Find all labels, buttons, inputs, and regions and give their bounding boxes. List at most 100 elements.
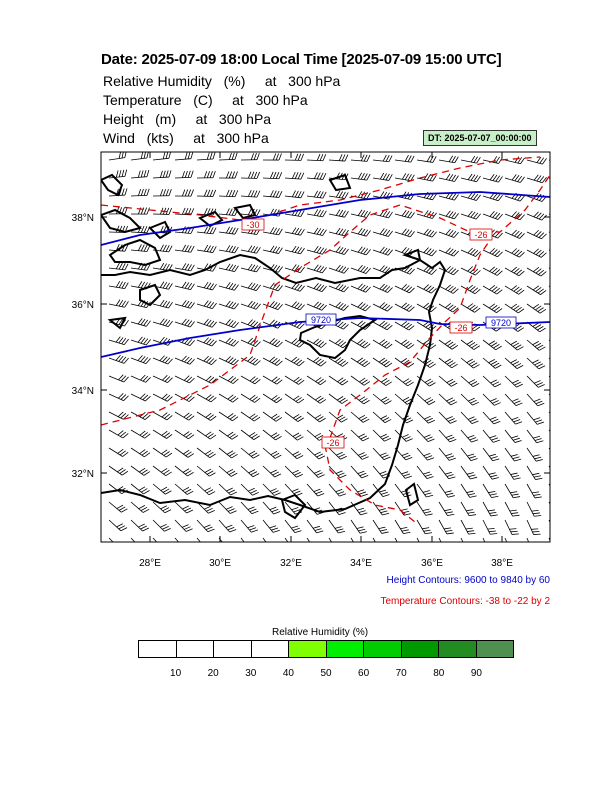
wind-barb — [504, 266, 525, 277]
wind-barb — [130, 169, 150, 179]
wind-barb — [130, 152, 149, 161]
wind-barb — [350, 357, 371, 368]
wind-barb — [394, 302, 415, 312]
wind-barb — [196, 171, 216, 179]
colorbar-cell — [326, 641, 364, 657]
wind-barb — [548, 411, 550, 414]
wind-barb — [196, 318, 217, 328]
wind-barb — [240, 189, 261, 198]
wind-barb — [526, 211, 547, 221]
wind-barb — [108, 299, 129, 308]
wind-barb — [328, 411, 348, 423]
temperature-contours — [101, 156, 550, 523]
wind-barb — [196, 519, 215, 533]
wind-barb — [526, 519, 541, 535]
wind-barb — [350, 501, 368, 516]
wind-barb — [306, 227, 327, 236]
wind-barb — [152, 519, 171, 532]
wind-barb — [218, 411, 239, 422]
wind-barb — [174, 429, 195, 440]
wind-barb — [350, 283, 371, 293]
colorbar-cell — [139, 641, 177, 657]
wind-barb — [460, 483, 477, 498]
wind-barb — [328, 190, 349, 199]
wind-barb — [218, 319, 239, 328]
wind-barb — [526, 483, 542, 499]
wind-barb — [262, 171, 283, 180]
wind-barb — [240, 429, 260, 440]
wind-barb — [262, 356, 283, 366]
wind-barb — [284, 153, 305, 161]
wind-barb — [306, 301, 327, 311]
wind-barb — [108, 429, 129, 439]
wind-barb — [152, 375, 173, 383]
lon-label-30: 30°E — [209, 558, 231, 569]
wind-barb — [416, 429, 435, 443]
wind-barb — [328, 465, 347, 479]
wind-barb — [174, 318, 195, 328]
wind-barb — [372, 447, 391, 461]
wind-barb — [218, 519, 237, 533]
wind-barb — [460, 429, 479, 443]
wind-barb — [130, 483, 150, 495]
wind-barb — [174, 300, 195, 309]
wind-barb — [394, 519, 411, 535]
wind-barb — [482, 339, 502, 351]
wind-barb — [350, 339, 371, 349]
wind-barb — [152, 393, 173, 402]
wind-barb — [218, 429, 239, 440]
wind-barb — [152, 318, 173, 328]
wind-barb — [262, 537, 267, 542]
wind-barb — [504, 357, 524, 369]
colorbar-label: 60 — [358, 668, 370, 679]
wind-barb — [306, 264, 327, 274]
temperature-contour-note: Temperature Contours: -38 to -22 by 2 — [380, 596, 550, 607]
wind-barb — [372, 393, 392, 405]
wind-barb — [482, 447, 500, 462]
wind-barb — [438, 393, 458, 406]
wind-barb — [438, 429, 457, 443]
wind-barb — [372, 519, 389, 534]
wind-barb — [174, 483, 194, 495]
wind-barb — [372, 154, 393, 163]
wind-barb — [416, 339, 437, 350]
wind-barb — [306, 153, 327, 162]
wind-barb — [526, 229, 547, 240]
wind-barb — [504, 465, 521, 480]
wind-barb — [372, 537, 376, 542]
wind-barb — [284, 537, 289, 542]
wind-barb — [350, 172, 371, 181]
wind-barb — [328, 227, 349, 237]
wind-barb — [548, 375, 550, 378]
wind-barb — [416, 302, 437, 313]
wind-barb — [284, 447, 304, 460]
wind-barb — [416, 375, 436, 387]
wind-barb — [526, 393, 545, 407]
wind-barb — [482, 284, 503, 295]
lon-label-28: 28°E — [139, 558, 161, 569]
wind-barb — [284, 465, 303, 478]
wind-barb — [262, 338, 283, 348]
wind-barb — [504, 501, 520, 517]
wind-barb — [240, 519, 259, 533]
temp-label-1: -30 — [246, 220, 259, 230]
dt-badge: DT: 2025-07-07_00:00:00 — [423, 130, 537, 146]
wind-barb — [240, 411, 261, 422]
wind-barb — [416, 173, 437, 182]
wind-barb — [240, 319, 261, 329]
colorbar-cell — [401, 641, 439, 657]
wind-barb — [218, 393, 239, 403]
wind-barb — [460, 284, 481, 295]
wind-barb — [548, 501, 550, 506]
wind-barb — [306, 411, 326, 423]
wind-barb — [174, 447, 195, 458]
wind-barb — [284, 245, 305, 255]
lat-label-34: 34°N — [72, 386, 94, 397]
wind-barb — [240, 537, 245, 542]
wind-barb — [284, 375, 305, 385]
wind-barb — [548, 249, 550, 252]
wind-barb — [548, 231, 550, 233]
wind-barb — [372, 246, 393, 256]
wind-barb — [372, 172, 393, 181]
wind-barb — [174, 152, 194, 161]
